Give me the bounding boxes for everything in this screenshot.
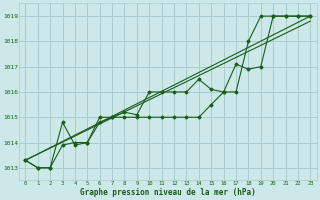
X-axis label: Graphe pression niveau de la mer (hPa): Graphe pression niveau de la mer (hPa) (80, 188, 256, 197)
